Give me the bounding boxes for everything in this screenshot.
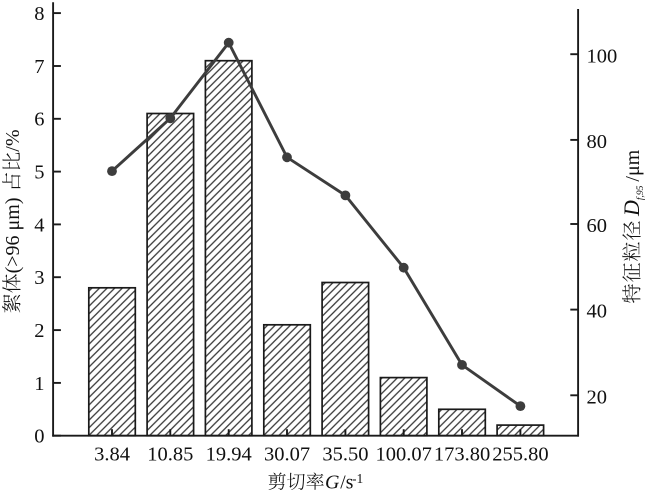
svg-text:100.07: 100.07 <box>376 444 432 466</box>
svg-text:173.80: 173.80 <box>434 444 490 466</box>
svg-text:-1: -1 <box>352 471 363 486</box>
svg-text:f,95: f,95 <box>635 185 646 200</box>
svg-text:20: 20 <box>587 386 608 408</box>
svg-text:(>96 μm): (>96 μm) <box>2 198 24 274</box>
svg-text:7: 7 <box>34 56 44 78</box>
svg-text:10.85: 10.85 <box>147 444 193 466</box>
svg-text:3.84: 3.84 <box>94 444 130 466</box>
svg-text:/s: /s <box>340 473 353 494</box>
svg-text:19.94: 19.94 <box>206 444 252 466</box>
svg-text:4: 4 <box>34 214 44 236</box>
svg-text:35.50: 35.50 <box>322 444 368 466</box>
svg-text:D: D <box>619 200 644 217</box>
svg-text:G: G <box>325 472 340 494</box>
svg-text:40: 40 <box>587 301 608 323</box>
svg-text:30.07: 30.07 <box>264 444 310 466</box>
svg-text:0: 0 <box>34 426 44 448</box>
svg-text:/μm: /μm <box>622 149 644 181</box>
svg-text:3: 3 <box>34 267 44 289</box>
svg-text:80: 80 <box>587 131 608 153</box>
svg-text:1: 1 <box>34 373 44 395</box>
svg-text:8: 8 <box>34 3 44 25</box>
svg-text:2: 2 <box>34 320 44 342</box>
svg-text:100: 100 <box>587 45 618 67</box>
svg-text:5: 5 <box>34 162 44 184</box>
svg-text:6: 6 <box>34 109 44 131</box>
svg-text:/%: /% <box>2 129 24 151</box>
svg-text:255.80: 255.80 <box>492 444 548 466</box>
svg-text:60: 60 <box>587 215 608 237</box>
